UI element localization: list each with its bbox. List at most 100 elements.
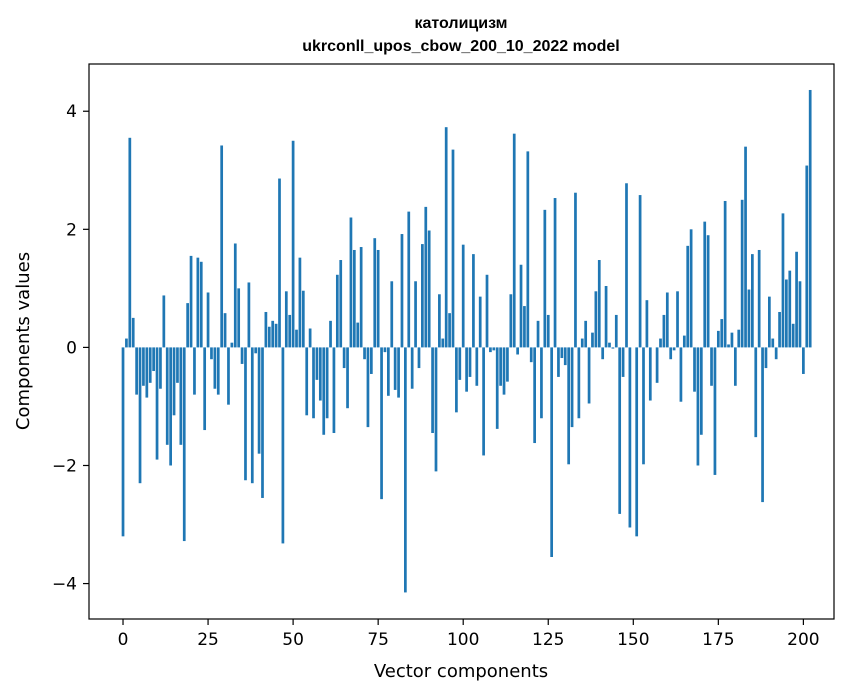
bar [451, 149, 455, 348]
bar [597, 260, 601, 348]
bar [417, 347, 421, 369]
x-tick-label: 125 [532, 630, 564, 650]
y-axis-ticks: −4 −2 0 2 4 [52, 102, 89, 595]
x-tick-label: 0 [118, 630, 129, 650]
bar [165, 347, 169, 445]
bar [546, 314, 550, 348]
x-tick-label: 175 [702, 630, 734, 650]
bar [257, 347, 261, 454]
bar [431, 347, 434, 434]
bar [703, 221, 707, 348]
bar [223, 313, 227, 348]
bar [788, 270, 792, 348]
bar [614, 314, 618, 348]
bar [444, 127, 448, 348]
bar [349, 217, 353, 348]
bar [468, 347, 472, 377]
bar [519, 264, 523, 348]
bar [135, 347, 138, 395]
bar [128, 137, 132, 348]
bar [533, 347, 536, 444]
x-axis-ticks: 0 25 50 75 100 125 150 175 200 [118, 619, 820, 650]
bar [716, 330, 720, 348]
bar [730, 332, 734, 348]
bar [247, 282, 251, 348]
bar [611, 347, 615, 349]
bar [261, 347, 264, 498]
bar [390, 281, 394, 348]
bar [553, 198, 557, 348]
bar [458, 347, 462, 380]
bar [393, 347, 397, 390]
bar [182, 347, 186, 542]
bar [352, 249, 356, 348]
y-tick-label: 4 [66, 102, 77, 122]
x-tick-label: 75 [367, 630, 389, 650]
bar [240, 347, 244, 364]
bar [526, 151, 530, 348]
bar [148, 347, 152, 383]
bar [560, 347, 564, 359]
x-axis-label: Vector components [374, 661, 548, 682]
y-tick-label: −4 [52, 575, 77, 595]
bar [267, 326, 271, 348]
bar [155, 347, 159, 460]
bar [407, 211, 411, 348]
x-tick-label: 50 [282, 630, 304, 650]
bars-group [121, 89, 812, 593]
bar [791, 323, 795, 348]
bar [778, 311, 781, 348]
bar [169, 347, 172, 466]
y-tick-label: 2 [66, 220, 77, 240]
bar [482, 347, 485, 456]
bar [798, 281, 802, 348]
bar [339, 260, 343, 348]
bar [489, 347, 492, 353]
bar [621, 347, 625, 377]
bar [764, 347, 768, 369]
bar [159, 347, 162, 389]
bar [189, 255, 193, 348]
bar [244, 347, 247, 481]
bar [203, 347, 207, 431]
y-tick-label: 0 [66, 338, 77, 358]
bar [162, 295, 166, 348]
bar [125, 338, 128, 348]
x-tick-label: 200 [787, 630, 819, 650]
bar [373, 238, 377, 348]
bar [699, 347, 703, 435]
bar [186, 303, 190, 348]
bar [706, 235, 710, 348]
bar [737, 329, 741, 348]
bar [672, 347, 676, 351]
bar [720, 319, 724, 348]
bar [356, 322, 360, 348]
bar [271, 320, 275, 348]
bar [427, 230, 431, 348]
bar [805, 165, 809, 348]
bar [193, 347, 196, 395]
bar [301, 290, 305, 348]
bar [179, 347, 183, 445]
bar [604, 286, 608, 348]
bar [142, 347, 145, 386]
bar [509, 294, 513, 348]
bar [216, 347, 220, 395]
bar [563, 347, 567, 366]
bar [713, 347, 717, 475]
bar [199, 261, 203, 348]
bar [516, 347, 519, 355]
bar [686, 245, 690, 348]
bar [461, 244, 465, 348]
bar [768, 296, 771, 348]
bar [696, 347, 700, 466]
bar [278, 178, 281, 348]
bar [206, 292, 210, 348]
bar [291, 140, 295, 348]
bar [689, 229, 693, 348]
y-axis-label: Components values [13, 252, 34, 430]
bar [723, 200, 727, 348]
bar [659, 338, 662, 348]
bar [638, 195, 642, 348]
bar [322, 347, 326, 435]
